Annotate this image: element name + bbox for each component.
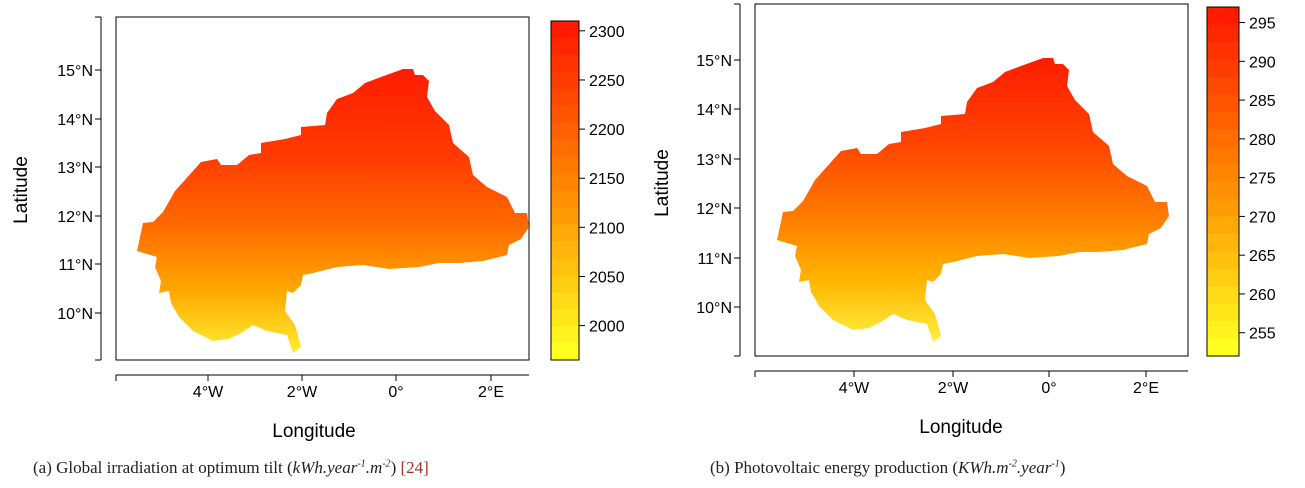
colorbar-tick-label: 290	[1249, 54, 1276, 71]
colorbar-step	[551, 88, 579, 107]
colorbar-tick-label: 2000	[589, 319, 625, 336]
colorbar-step	[1207, 268, 1239, 287]
panel-a-y-ticks: 15°N 14°N 13°N 12°N 11°N 10°N	[57, 16, 101, 361]
colorbar-step	[1207, 164, 1239, 183]
colorbar-step	[1207, 59, 1239, 78]
y-tick-label: 10°N	[57, 306, 93, 323]
colorbar-step	[551, 258, 579, 276]
y-tick-label: 10°N	[696, 300, 732, 317]
y-tick-label: 14°N	[696, 102, 732, 119]
panel-b-y-axis-title: Latitude	[652, 149, 673, 217]
colorbar-tick-label: 295	[1249, 16, 1276, 33]
colorbar-step	[1207, 303, 1239, 322]
colorbar-step	[551, 343, 579, 361]
panel-a-y-axis-title: Latitude	[11, 156, 32, 224]
colorbar-step	[1207, 94, 1239, 113]
x-tick-label: 0°	[388, 384, 403, 401]
colorbar-step	[551, 224, 579, 242]
colorbar-step	[551, 37, 579, 56]
panel-b-colorbar: 295 290 285 280 275 270 265 260 255	[1206, 6, 1276, 357]
panel-a-caption: (a) Global irradiation at optimum tilt (…	[33, 458, 429, 477]
colorbar-step	[551, 54, 579, 73]
colorbar-tick-label: 2150	[589, 171, 625, 188]
y-tick-label: 13°N	[57, 160, 93, 177]
y-tick-label: 12°N	[57, 209, 93, 226]
colorbar-step	[551, 326, 579, 344]
colorbar-tick-label: 270	[1249, 209, 1276, 226]
colorbar-tick-label: 2050	[589, 269, 625, 286]
colorbar-step	[551, 139, 579, 158]
colorbar-tick-label: 2200	[589, 122, 625, 139]
x-tick-label: 4°W	[193, 384, 224, 401]
x-tick-label: 0°	[1041, 380, 1056, 397]
colorbar-step	[551, 105, 579, 124]
colorbar-step	[1207, 286, 1239, 305]
colorbar-step	[1207, 198, 1239, 217]
x-tick-label: 4°W	[839, 380, 870, 397]
colorbar-step	[551, 292, 579, 310]
colorbar-step	[1207, 216, 1239, 235]
y-tick-label: 13°N	[696, 152, 732, 169]
y-tick-label: 12°N	[696, 201, 732, 218]
colorbar-step	[1207, 251, 1239, 270]
y-tick-label: 15°N	[696, 53, 732, 70]
colorbar-tick-label: 2250	[589, 73, 625, 90]
y-tick-label: 14°N	[57, 112, 93, 129]
colorbar-step	[1207, 233, 1239, 252]
x-tick-label: 2°E	[1133, 380, 1159, 397]
colorbar-step	[1207, 338, 1239, 357]
colorbar-step	[551, 275, 579, 293]
panel-b-caption: (b) Photovoltaic energy production (KWh.…	[710, 458, 1066, 477]
colorbar-step	[551, 207, 579, 225]
panel-b-x-ticks: 4°W 2°W 0° 2°E	[754, 371, 1159, 397]
colorbar-step	[551, 190, 579, 209]
colorbar-step	[1207, 24, 1239, 43]
colorbar-step	[551, 156, 579, 175]
colorbar-tick-label: 2300	[589, 24, 625, 41]
colorbar-step	[1207, 146, 1239, 165]
colorbar-step	[1207, 321, 1239, 340]
colorbar-step	[1207, 129, 1239, 148]
colorbar-step	[551, 241, 579, 259]
panel-a-x-axis-title: Longitude	[272, 421, 355, 442]
colorbar-step	[551, 309, 579, 327]
colorbar-tick-label: 260	[1249, 287, 1276, 304]
colorbar-tick-label: 280	[1249, 132, 1276, 149]
y-tick-label: 15°N	[57, 63, 93, 80]
colorbar-step	[551, 173, 579, 192]
colorbar-tick-label: 255	[1249, 326, 1276, 343]
colorbar-tick-label: 285	[1249, 93, 1276, 110]
colorbar-step	[551, 21, 579, 39]
colorbar-step	[1207, 41, 1239, 60]
panel-a-colorbar: 2300 2250 2200 2150 2100 2050 2000	[550, 20, 625, 361]
colorbar-step	[1207, 111, 1239, 130]
colorbar-step	[1207, 76, 1239, 95]
colorbar-step	[551, 122, 579, 141]
y-tick-label: 11°N	[697, 251, 732, 268]
citation-link[interactable]: [24]	[400, 458, 429, 477]
colorbar-step	[1207, 181, 1239, 200]
colorbar-step	[1207, 7, 1239, 26]
colorbar-tick-label: 275	[1249, 171, 1276, 188]
panel-a-x-ticks: 4°W 2°W 0° 2°E	[115, 375, 504, 401]
x-tick-label: 2°E	[478, 384, 504, 401]
panel-a-map	[115, 16, 530, 361]
panel-b-y-ticks: 15°N 14°N 13°N 12°N 11°N 10°N	[696, 3, 740, 357]
panel-b-map	[754, 3, 1189, 357]
panel-b-x-axis-title: Longitude	[919, 417, 1002, 438]
colorbar-step	[551, 71, 579, 90]
x-tick-label: 2°W	[938, 380, 969, 397]
x-tick-label: 2°W	[287, 384, 318, 401]
colorbar-tick-label: 2100	[589, 220, 625, 237]
y-tick-label: 11°N	[58, 257, 93, 274]
colorbar-tick-label: 265	[1249, 248, 1276, 265]
